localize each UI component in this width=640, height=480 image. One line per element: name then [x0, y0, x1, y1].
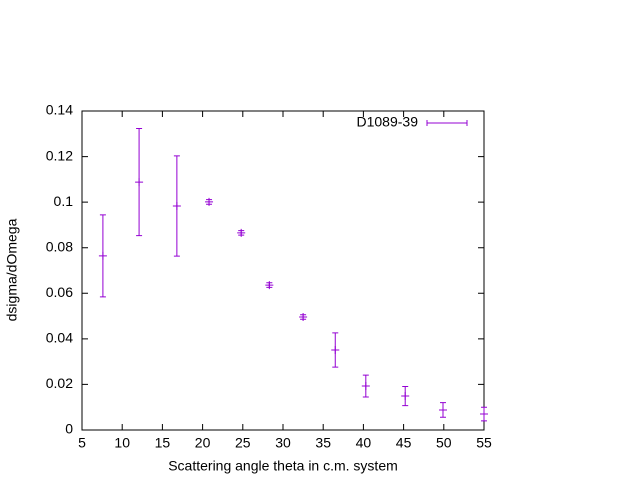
data-point — [172, 202, 181, 211]
data-point — [205, 197, 214, 206]
y-tick-label: 0.08 — [46, 238, 73, 254]
y-tick-label: 0.06 — [46, 284, 73, 300]
data-point — [299, 312, 308, 321]
y-axis-label: dsigma/dOmega — [4, 218, 20, 321]
x-tick-label: 40 — [356, 435, 372, 451]
x-axis-label: Scattering angle theta in c.m. system — [168, 458, 398, 474]
x-tick-label: 5 — [78, 435, 86, 451]
data-point — [135, 178, 144, 187]
data-point — [98, 251, 107, 260]
legend-label: D1089-39 — [357, 114, 419, 130]
data-point — [237, 228, 246, 237]
legend-swatch — [426, 120, 468, 126]
x-tick-label: 20 — [195, 435, 211, 451]
data-point — [361, 382, 370, 391]
y-tick-label: 0.12 — [46, 147, 73, 163]
x-tick-label: 35 — [315, 435, 331, 451]
x-tick-label: 25 — [235, 435, 251, 451]
x-tick-label: 10 — [114, 435, 130, 451]
x-tick-label: 15 — [155, 435, 171, 451]
x-tick-label: 30 — [275, 435, 291, 451]
data-point — [265, 281, 274, 290]
y-tick-label: 0.04 — [46, 330, 73, 346]
x-tick-label: 45 — [396, 435, 412, 451]
y-tick-label: 0.14 — [46, 102, 73, 118]
data-point — [331, 346, 340, 355]
x-tick-label: 50 — [436, 435, 452, 451]
y-tick-label: 0 — [65, 421, 73, 437]
y-tick-label: 0.02 — [46, 375, 73, 391]
y-tick-label: 0.1 — [54, 193, 74, 209]
data-point — [480, 410, 488, 419]
x-tick-label: 55 — [476, 435, 492, 451]
data-point — [438, 405, 447, 414]
data-point — [401, 392, 410, 401]
